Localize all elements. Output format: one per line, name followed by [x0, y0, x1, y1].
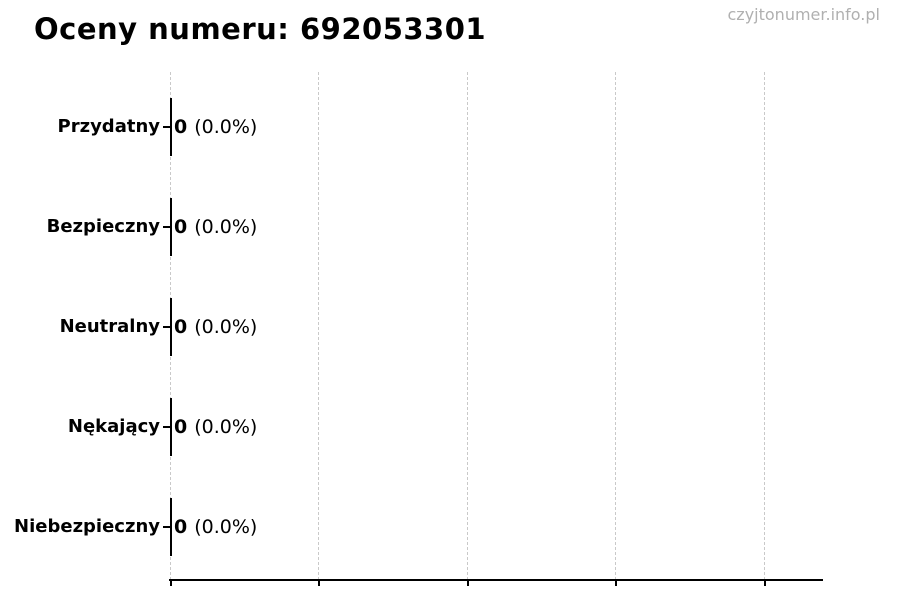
value-count: 0 — [174, 116, 188, 138]
gridline — [318, 72, 319, 580]
bar-bezpieczny — [170, 198, 172, 256]
category-label-bezpieczny: Bezpieczny — [46, 216, 160, 237]
bar-neutralny — [170, 298, 172, 356]
chart-title: Oceny numeru: 692053301 — [34, 12, 487, 46]
gridline — [764, 72, 765, 580]
x-axis-tick — [615, 581, 617, 586]
y-axis-tick — [163, 326, 170, 328]
value-label-przydatny: 0 (0.0%) — [174, 116, 257, 138]
value-percent: (0.0%) — [194, 316, 258, 338]
gridline — [615, 72, 616, 580]
category-label-nekajacy: Nękający — [67, 416, 160, 437]
bar-niebezpieczny — [170, 498, 172, 556]
x-axis-line — [169, 579, 823, 581]
y-axis-tick — [163, 426, 170, 428]
x-axis-tick — [170, 581, 172, 586]
value-count: 0 — [174, 316, 188, 338]
watermark-link: czyjtonumer.info.pl — [727, 5, 881, 24]
category-label-przydatny: Przydatny — [57, 116, 160, 137]
bar-nekajacy — [170, 398, 172, 456]
x-axis-tick — [318, 581, 320, 586]
x-axis-tick — [764, 581, 766, 586]
value-count: 0 — [174, 516, 188, 538]
y-axis-tick — [163, 126, 170, 128]
category-label-neutralny: Neutralny — [59, 316, 160, 337]
value-label-bezpieczny: 0 (0.0%) — [174, 216, 257, 238]
y-axis-tick — [163, 226, 170, 228]
x-axis-tick — [467, 581, 469, 586]
value-label-nekajacy: 0 (0.0%) — [174, 416, 257, 438]
y-axis-tick — [163, 526, 170, 528]
value-percent: (0.0%) — [194, 216, 258, 238]
category-label-niebezpieczny: Niebezpieczny — [14, 516, 160, 537]
value-label-niebezpieczny: 0 (0.0%) — [174, 516, 257, 538]
value-percent: (0.0%) — [194, 516, 258, 538]
value-count: 0 — [174, 416, 188, 438]
value-percent: (0.0%) — [194, 116, 258, 138]
value-label-neutralny: 0 (0.0%) — [174, 316, 257, 338]
gridline — [467, 72, 468, 580]
value-count: 0 — [174, 216, 188, 238]
value-percent: (0.0%) — [194, 416, 258, 438]
bar-przydatny — [170, 98, 172, 156]
